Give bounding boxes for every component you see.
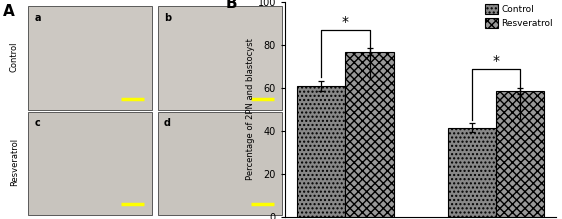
Bar [158,7,282,109]
Text: B: B [225,0,237,11]
Text: *: * [342,15,349,29]
Bar [346,51,393,217]
Bar [29,7,152,109]
Text: Resveratrol: Resveratrol [10,138,19,186]
Bar [496,91,544,217]
Text: c: c [34,118,40,128]
Bar [158,112,282,215]
Bar [297,86,346,217]
Bar [448,128,496,217]
Bar [29,112,152,215]
Y-axis label: Percentage of 2PN and blastocyst: Percentage of 2PN and blastocyst [246,39,255,180]
Text: b: b [164,13,171,23]
Text: *: * [492,54,500,68]
Text: a: a [34,13,40,23]
Legend: Control, Resveratrol: Control, Resveratrol [483,2,555,30]
Text: d: d [164,118,171,128]
Text: A: A [3,4,15,19]
Text: Control: Control [10,42,19,72]
